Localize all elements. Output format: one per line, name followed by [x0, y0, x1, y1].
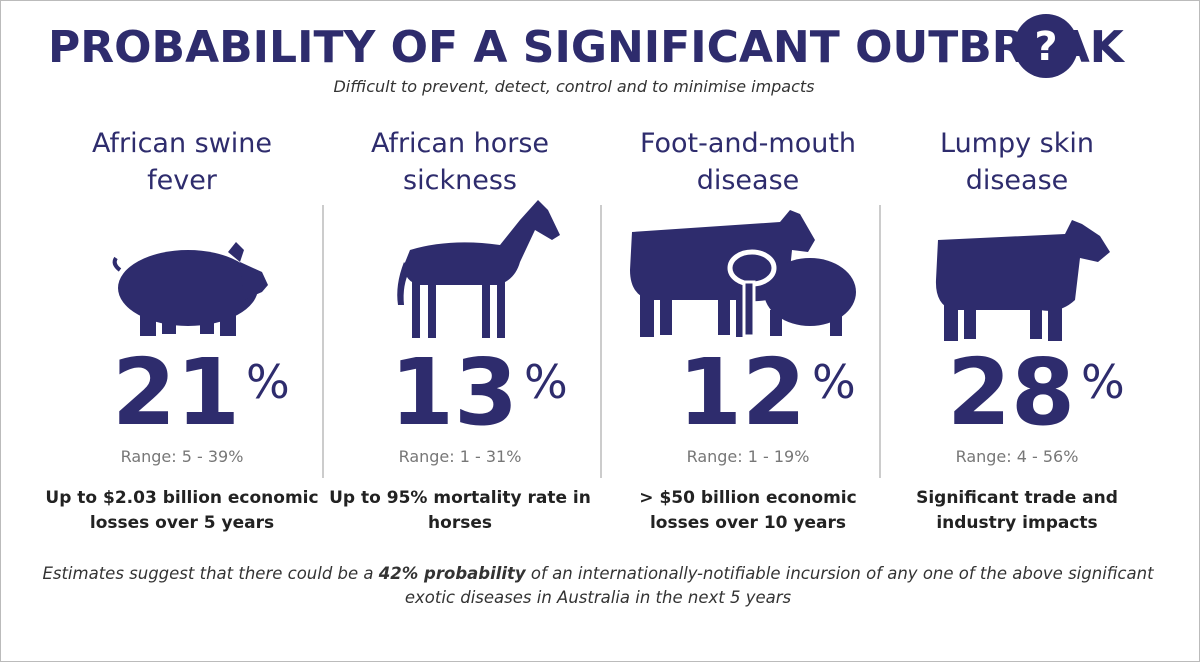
impact: Up to $2.03 billion economic	[45, 488, 318, 508]
probability: 28	[947, 339, 1075, 446]
disease-name: Lumpy skin	[940, 128, 1094, 159]
pig-icon	[112, 242, 268, 336]
footnote-text: of an internationally-notifiable incursi…	[526, 564, 1154, 583]
impact: > $50 billion economic	[639, 488, 856, 508]
cow-icon	[935, 220, 1110, 341]
range: Range: 5 - 39%	[121, 447, 244, 466]
impact: losses over 10 years	[650, 513, 846, 533]
disease-columns: African swine fever 21 % Range: 5 - 39% Up to…	[45, 128, 1124, 533]
cow-sheep-icon	[630, 210, 856, 338]
disease-name: fever	[147, 165, 218, 196]
impact: losses over 5 years	[90, 513, 274, 533]
probability-unit: %	[246, 355, 290, 409]
probability: 12	[678, 339, 806, 446]
disease-name: disease	[697, 165, 800, 196]
horse-icon	[397, 200, 560, 338]
impact: Up to 95% mortality rate in	[329, 488, 591, 508]
footnote-highlight: 42% probability	[378, 564, 527, 583]
probability-unit: %	[524, 355, 568, 409]
help-icon	[1014, 14, 1078, 78]
disease-name: sickness	[403, 165, 517, 196]
range: Range: 1 - 19%	[687, 447, 810, 466]
disease-name: African swine	[92, 128, 272, 159]
probability-unit: %	[812, 355, 856, 409]
footnote-text: Estimates suggest that there could be a	[42, 564, 378, 583]
impact: industry impacts	[936, 513, 1097, 533]
range: Range: 4 - 56%	[956, 447, 1079, 466]
disease-name: Foot-and-mouth	[640, 128, 856, 159]
footnote: Estimates suggest that there could be a …	[42, 564, 1154, 583]
probability: 13	[390, 339, 518, 446]
footnote: exotic diseases in Australia in the next…	[405, 588, 792, 607]
subtitle: Difficult to prevent, detect, control an…	[333, 77, 814, 96]
title: PROBABILITY OF A SIGNIFICANT OUTBREAK	[48, 22, 1126, 73]
disease-name: African horse	[371, 128, 549, 159]
impact: horses	[428, 513, 492, 533]
probability: 21	[112, 339, 240, 446]
probability-unit: %	[1081, 355, 1125, 409]
disease-name: disease	[966, 165, 1069, 196]
help-icon-glyph: ?	[1034, 24, 1057, 70]
range: Range: 1 - 31%	[399, 447, 522, 466]
impact: Significant trade and	[916, 488, 1118, 508]
